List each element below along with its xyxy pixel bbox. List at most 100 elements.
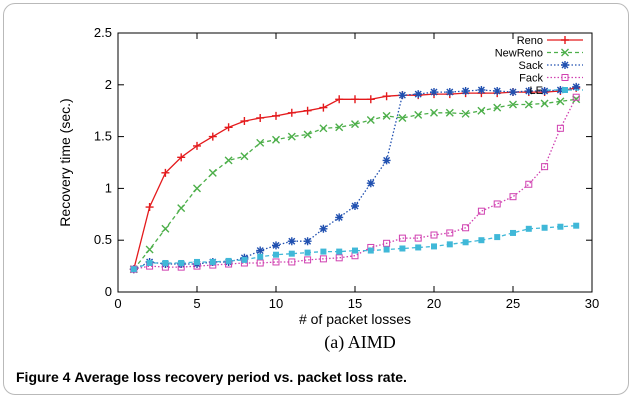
data-point-le bbox=[336, 248, 343, 255]
data-point-le bbox=[510, 229, 516, 236]
figure-number: Figure 4 bbox=[16, 369, 71, 385]
data-point-sack bbox=[445, 88, 454, 97]
data-point-newreno bbox=[477, 106, 486, 115]
data-point-le bbox=[557, 223, 564, 230]
data-point-sack bbox=[477, 85, 486, 94]
data-point-le bbox=[525, 225, 532, 232]
data-point-fack bbox=[256, 259, 264, 267]
data-point-fack bbox=[288, 258, 296, 266]
data-point-newreno bbox=[177, 204, 186, 213]
figure-caption-text: Average loss recovery period vs. packet … bbox=[74, 369, 407, 385]
data-point-le bbox=[352, 247, 358, 254]
legend-marker-fack bbox=[561, 74, 569, 81]
data-point-sack bbox=[335, 213, 344, 222]
data-point-le bbox=[399, 245, 406, 252]
data-point-reno bbox=[272, 111, 280, 120]
data-point-fack bbox=[335, 254, 343, 262]
legend-item-sack: Sack bbox=[519, 60, 583, 72]
data-point-sack bbox=[414, 90, 423, 99]
series-line-fack bbox=[133, 96, 577, 270]
plot-lines bbox=[133, 86, 577, 270]
data-point-newreno bbox=[319, 124, 328, 133]
data-point-le bbox=[225, 257, 232, 264]
data-point-newreno bbox=[445, 108, 454, 117]
data-point-reno bbox=[145, 203, 154, 212]
data-point-newreno bbox=[398, 113, 407, 122]
data-point-le bbox=[573, 222, 580, 229]
data-point-fack bbox=[477, 207, 485, 215]
plot-markers bbox=[129, 82, 581, 274]
data-point-fack bbox=[572, 93, 580, 101]
data-point-fack bbox=[272, 258, 280, 266]
x-tick-label: 30 bbox=[585, 296, 599, 311]
data-point-le bbox=[241, 256, 248, 263]
data-point-sack bbox=[540, 87, 549, 96]
data-point-sack bbox=[524, 87, 533, 96]
data-point-reno bbox=[161, 168, 170, 177]
data-point-sack bbox=[509, 88, 517, 97]
legend-label-reno: Reno bbox=[517, 35, 543, 47]
legend-marker-newreno bbox=[561, 48, 569, 57]
data-point-sack bbox=[319, 224, 328, 233]
x-tick-label: 15 bbox=[348, 296, 362, 311]
data-point-sack bbox=[287, 237, 296, 246]
data-point-le bbox=[462, 239, 469, 246]
data-point-reno bbox=[256, 113, 265, 122]
data-point-newreno bbox=[366, 116, 375, 125]
data-point-le bbox=[304, 249, 311, 256]
data-point-le bbox=[130, 266, 137, 273]
x-axis-title: # of packet losses bbox=[299, 311, 411, 327]
data-point-le bbox=[178, 259, 185, 266]
data-point-le bbox=[541, 224, 548, 231]
data-point-le bbox=[431, 243, 437, 250]
series-markers-fack bbox=[130, 93, 580, 273]
data-point-newreno bbox=[556, 97, 565, 106]
data-point-le bbox=[383, 246, 390, 253]
y-tick-label: 0 bbox=[105, 284, 112, 299]
data-point-fack bbox=[446, 229, 454, 237]
x-tick-label: 25 bbox=[506, 296, 520, 311]
data-point-fack bbox=[525, 180, 533, 188]
data-point-le bbox=[288, 250, 295, 257]
data-point-le bbox=[446, 241, 453, 248]
figure-caption: Figure 4 Average loss recovery period vs… bbox=[16, 369, 407, 385]
data-point-le bbox=[320, 248, 327, 255]
series-line-newreno bbox=[133, 98, 577, 270]
series-markers-newreno bbox=[129, 95, 581, 274]
data-point-newreno bbox=[430, 108, 438, 117]
data-point-fack bbox=[509, 193, 517, 201]
data-point-sack bbox=[430, 88, 438, 97]
data-point-newreno bbox=[287, 132, 296, 141]
data-point-reno bbox=[177, 153, 186, 162]
data-point-sack bbox=[572, 82, 581, 91]
data-point-le bbox=[209, 258, 216, 265]
series-line-sack bbox=[133, 86, 577, 270]
data-point-le bbox=[194, 258, 200, 265]
legend-marker-le bbox=[562, 87, 568, 93]
data-point-newreno bbox=[524, 100, 533, 109]
series-markers-le bbox=[130, 222, 580, 273]
data-point-reno bbox=[382, 92, 391, 101]
data-point-fack bbox=[304, 256, 312, 264]
data-point-le bbox=[494, 234, 501, 241]
data-point-fack bbox=[414, 234, 422, 242]
data-point-fack bbox=[462, 224, 470, 232]
x-tick-label: 0 bbox=[114, 296, 121, 311]
data-point-sack bbox=[256, 246, 265, 255]
y-tick-labels: 0 0.5 1 1.5 2 2.5 bbox=[94, 25, 112, 299]
data-point-fack bbox=[398, 234, 406, 242]
data-point-sack bbox=[382, 156, 391, 165]
data-point-fack bbox=[556, 124, 564, 132]
data-point-newreno bbox=[572, 95, 581, 104]
x-tick-label: 10 bbox=[269, 296, 283, 311]
legend-label-le: LE bbox=[530, 85, 543, 97]
data-point-newreno bbox=[509, 100, 517, 109]
legend-marker-sack bbox=[561, 61, 569, 69]
data-point-sack bbox=[272, 241, 280, 250]
data-point-newreno bbox=[493, 103, 502, 112]
data-point-reno bbox=[303, 106, 312, 115]
data-point-le bbox=[162, 259, 169, 266]
data-point-sack bbox=[366, 179, 375, 188]
data-point-newreno bbox=[193, 184, 201, 193]
